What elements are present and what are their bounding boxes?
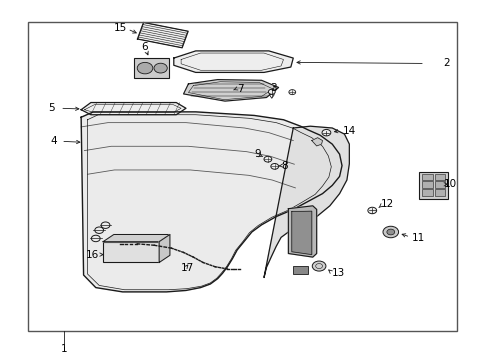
Circle shape: [386, 229, 394, 235]
Polygon shape: [137, 22, 188, 48]
Text: 4: 4: [50, 136, 57, 146]
Bar: [434, 189, 445, 196]
Bar: [27, 22, 456, 330]
Polygon shape: [81, 103, 185, 115]
Polygon shape: [311, 138, 322, 146]
Circle shape: [367, 207, 376, 214]
Text: 15: 15: [113, 23, 126, 33]
Text: 2: 2: [443, 58, 449, 68]
Polygon shape: [159, 234, 169, 262]
Text: 13: 13: [331, 268, 344, 278]
Circle shape: [322, 130, 330, 136]
Circle shape: [268, 89, 275, 94]
Text: 7: 7: [237, 84, 244, 94]
Polygon shape: [183, 80, 278, 101]
Text: 6: 6: [141, 42, 147, 52]
Bar: [434, 174, 445, 180]
Polygon shape: [81, 112, 341, 292]
Circle shape: [270, 163, 278, 169]
Polygon shape: [288, 206, 316, 257]
Text: 14: 14: [342, 126, 355, 135]
Polygon shape: [173, 51, 293, 72]
Circle shape: [137, 62, 153, 74]
Text: 12: 12: [380, 199, 393, 210]
Bar: [421, 189, 432, 196]
Circle shape: [264, 156, 271, 162]
Bar: [293, 266, 307, 274]
Text: 3: 3: [270, 83, 277, 93]
Bar: [434, 181, 445, 188]
Bar: [134, 58, 169, 78]
Circle shape: [312, 261, 325, 271]
Text: 1: 1: [61, 343, 67, 354]
Polygon shape: [264, 126, 348, 278]
Text: 17: 17: [180, 263, 193, 273]
Text: 9: 9: [254, 149, 261, 159]
Bar: [421, 174, 432, 180]
Bar: [103, 242, 159, 262]
Text: 5: 5: [48, 103, 55, 113]
Circle shape: [382, 226, 398, 238]
Text: 8: 8: [281, 161, 288, 171]
Polygon shape: [291, 211, 311, 255]
Bar: [418, 172, 447, 199]
Polygon shape: [103, 234, 169, 242]
Circle shape: [154, 63, 167, 73]
Text: 11: 11: [411, 233, 425, 243]
Text: 10: 10: [443, 179, 456, 189]
Circle shape: [288, 90, 295, 95]
Bar: [421, 181, 432, 188]
Text: 16: 16: [85, 249, 99, 260]
